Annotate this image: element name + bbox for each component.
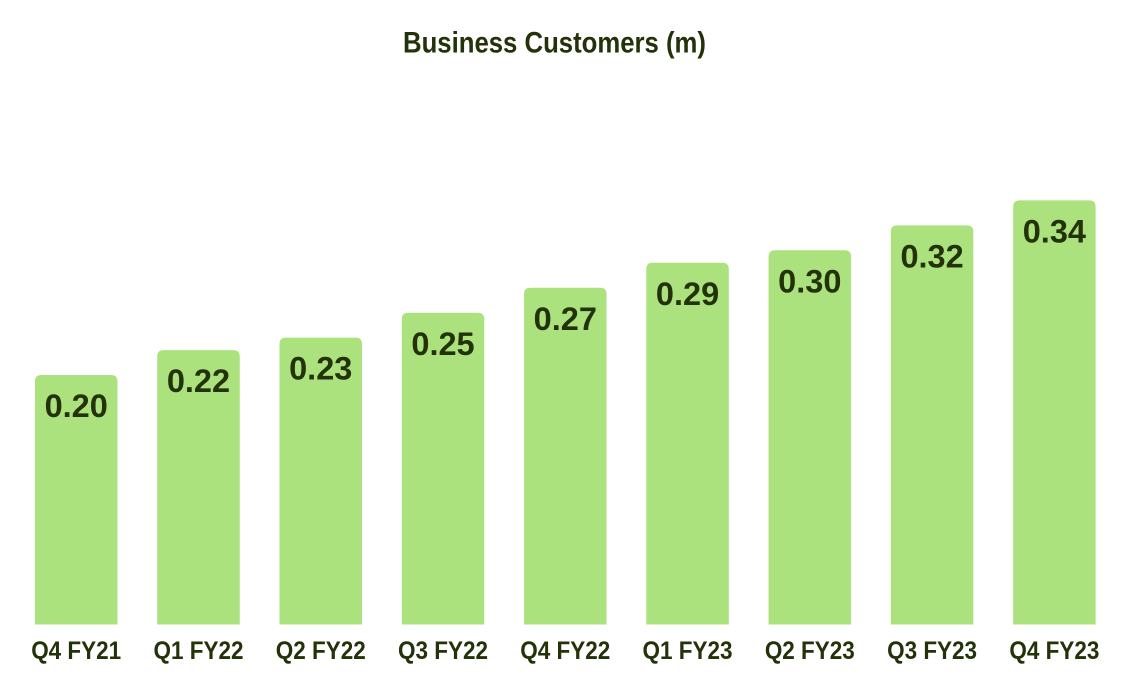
svg-text:Q4 FY23: Q4 FY23 [1009,637,1099,665]
svg-text:0.34: 0.34 [1023,214,1086,250]
svg-text:Q3 FY22: Q3 FY22 [398,637,488,665]
svg-text:0.27: 0.27 [534,301,597,337]
svg-text:0.22: 0.22 [167,363,230,399]
svg-text:0.25: 0.25 [411,326,474,362]
svg-text:0.32: 0.32 [900,239,963,275]
svg-text:Q1 FY22: Q1 FY22 [153,637,243,665]
svg-text:0.30: 0.30 [778,263,841,299]
svg-text:Business Customers (m): Business Customers (m) [403,26,706,59]
svg-text:0.20: 0.20 [45,388,108,424]
svg-text:0.29: 0.29 [656,276,719,312]
svg-text:Q1 FY23: Q1 FY23 [643,637,733,665]
svg-text:Q4 FY22: Q4 FY22 [520,637,610,665]
svg-text:Q3 FY23: Q3 FY23 [887,637,977,665]
svg-text:Q2 FY23: Q2 FY23 [765,637,855,665]
svg-text:Q2 FY22: Q2 FY22 [276,637,366,665]
svg-text:Q4 FY21: Q4 FY21 [31,637,121,665]
svg-text:0.23: 0.23 [289,351,352,387]
